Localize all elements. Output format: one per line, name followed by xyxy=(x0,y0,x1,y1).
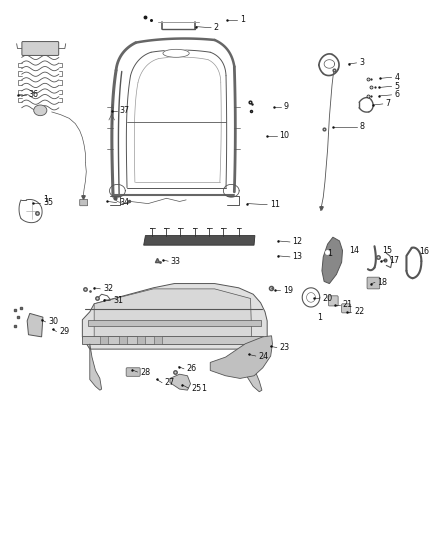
Text: 13: 13 xyxy=(293,253,303,261)
Text: 1: 1 xyxy=(328,249,332,257)
Text: 14: 14 xyxy=(350,246,360,255)
Polygon shape xyxy=(170,374,191,390)
Text: 1: 1 xyxy=(240,15,245,24)
Bar xyxy=(119,336,127,344)
FancyBboxPatch shape xyxy=(367,277,380,289)
Text: 12: 12 xyxy=(293,238,303,246)
Ellipse shape xyxy=(34,105,47,116)
Text: 34: 34 xyxy=(119,198,129,207)
FancyBboxPatch shape xyxy=(328,296,338,306)
Text: 11: 11 xyxy=(270,200,280,209)
Text: 28: 28 xyxy=(140,368,150,376)
FancyBboxPatch shape xyxy=(126,368,140,376)
Text: 9: 9 xyxy=(284,102,289,111)
Polygon shape xyxy=(247,344,262,392)
Text: 6: 6 xyxy=(394,91,399,99)
Polygon shape xyxy=(322,237,343,284)
Text: 25: 25 xyxy=(191,384,201,392)
Polygon shape xyxy=(144,236,255,245)
Polygon shape xyxy=(88,320,261,326)
Text: 8: 8 xyxy=(359,123,364,131)
Bar xyxy=(154,336,162,344)
Text: 1: 1 xyxy=(201,384,206,392)
Text: 27: 27 xyxy=(165,378,175,387)
Text: 21: 21 xyxy=(343,301,353,309)
Text: 2: 2 xyxy=(214,23,219,32)
Text: 17: 17 xyxy=(389,256,399,264)
Text: 26: 26 xyxy=(187,365,197,373)
Text: 30: 30 xyxy=(48,318,58,326)
Text: 1: 1 xyxy=(318,313,322,321)
Bar xyxy=(100,336,108,344)
Text: 7: 7 xyxy=(385,100,391,108)
Text: 19: 19 xyxy=(283,286,293,295)
Polygon shape xyxy=(82,284,267,349)
Ellipse shape xyxy=(163,50,189,58)
Text: 4: 4 xyxy=(394,73,399,82)
Text: 3: 3 xyxy=(359,59,364,67)
Text: 16: 16 xyxy=(420,247,430,256)
FancyBboxPatch shape xyxy=(22,42,59,55)
Text: 20: 20 xyxy=(322,294,332,303)
Text: 15: 15 xyxy=(382,246,392,255)
Text: 5: 5 xyxy=(394,82,399,91)
Text: 1: 1 xyxy=(43,196,48,204)
Text: 22: 22 xyxy=(354,308,364,316)
Polygon shape xyxy=(210,336,272,378)
Text: 36: 36 xyxy=(28,91,39,99)
Text: 23: 23 xyxy=(279,343,290,352)
Polygon shape xyxy=(90,344,102,390)
FancyBboxPatch shape xyxy=(80,199,88,206)
Polygon shape xyxy=(94,289,252,342)
Text: 37: 37 xyxy=(119,107,129,115)
Text: 31: 31 xyxy=(113,296,123,305)
Text: 33: 33 xyxy=(171,257,181,265)
FancyBboxPatch shape xyxy=(342,304,350,313)
Text: 32: 32 xyxy=(103,285,113,293)
Text: 10: 10 xyxy=(279,132,290,140)
Text: 18: 18 xyxy=(378,278,388,287)
Text: 29: 29 xyxy=(59,327,69,336)
Text: 24: 24 xyxy=(258,352,268,360)
Polygon shape xyxy=(27,313,43,337)
Polygon shape xyxy=(82,336,263,344)
Text: 35: 35 xyxy=(43,198,53,207)
Bar xyxy=(137,336,145,344)
